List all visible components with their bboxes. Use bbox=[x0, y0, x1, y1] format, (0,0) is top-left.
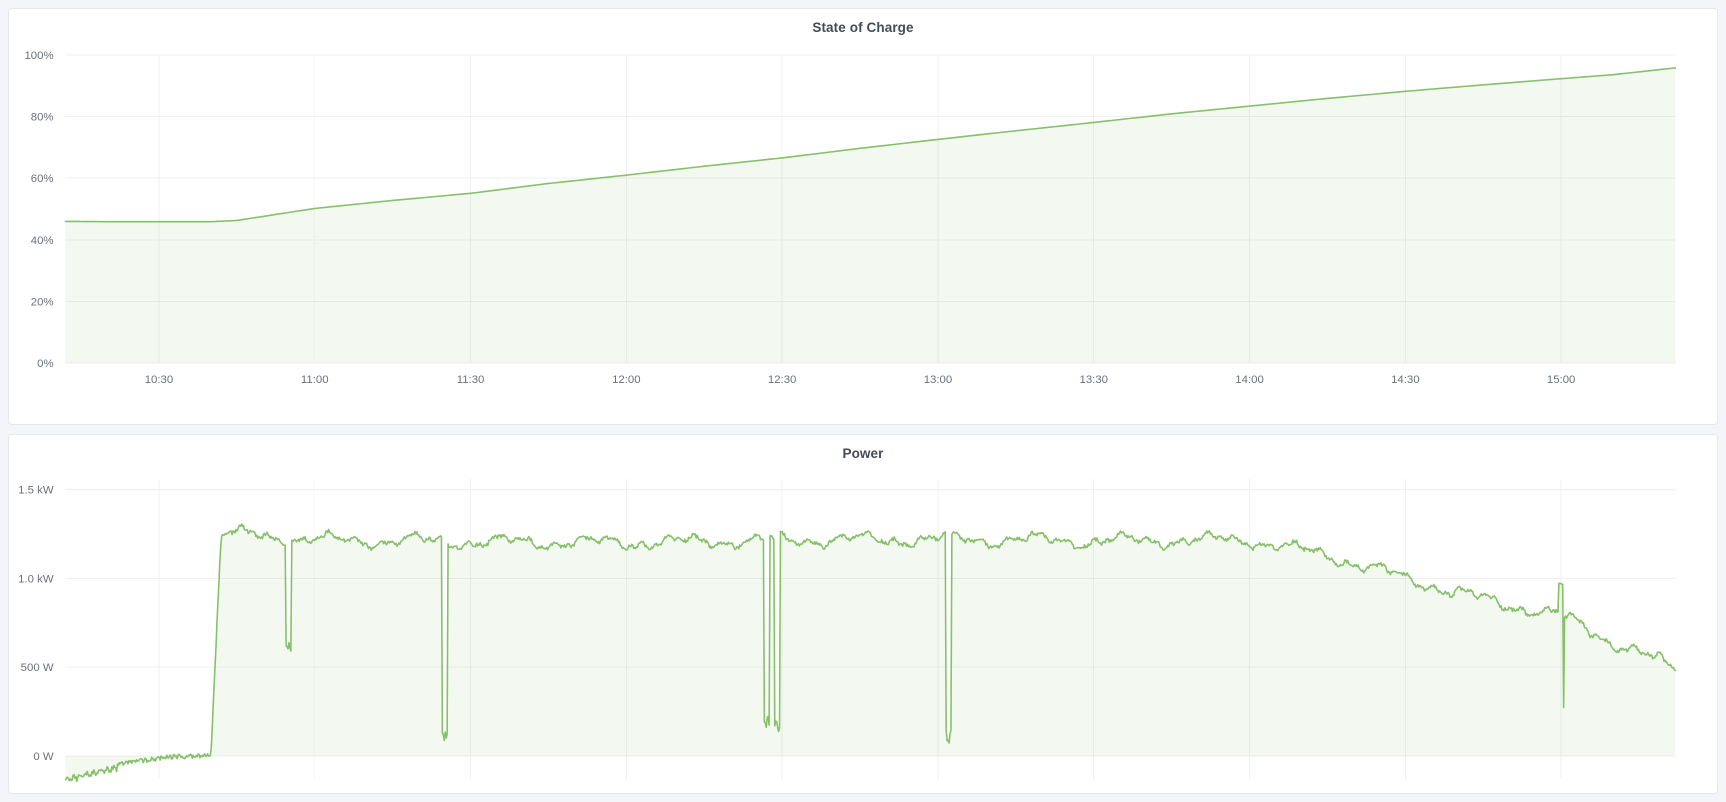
x-axis-tick-label: 12:00 bbox=[612, 374, 640, 386]
x-axis-tick-label: 15:00 bbox=[1547, 374, 1575, 386]
series-area-fill bbox=[65, 67, 1676, 364]
plot-area-power[interactable]: 0 W 500 W 1.0 kW 1.5 kW bbox=[9, 465, 1717, 793]
y-axis-tick-label: 20% bbox=[31, 296, 54, 308]
x-axis-tick-label: 13:30 bbox=[1079, 374, 1107, 386]
y-axis-tick-label: 1.5 kW bbox=[18, 485, 54, 497]
x-axis-tick-label: 13:00 bbox=[924, 374, 952, 386]
panel-power[interactable]: Power 0 W 500 W 1.0 kW 1.5 kW bbox=[8, 434, 1718, 794]
x-axis-tick-label: 11:30 bbox=[457, 374, 485, 386]
y-axis-tick-label: 80% bbox=[31, 112, 54, 124]
x-axis-tick-label: 14:00 bbox=[1235, 374, 1263, 386]
y-axis-tick-label: 40% bbox=[31, 235, 54, 247]
y-axis-tick-label: 100% bbox=[24, 50, 53, 62]
panel-state-of-charge[interactable]: State of Charge 0% 20% 40% 60% 80% 100% 10:30 1… bbox=[8, 8, 1718, 425]
y-axis-tick-label: 60% bbox=[31, 173, 54, 185]
y-axis-tick-label: 1.0 kW bbox=[18, 573, 54, 585]
panel-title-power: Power bbox=[842, 446, 884, 461]
y-axis-tick-label: 500 W bbox=[21, 662, 54, 674]
series-line[interactable] bbox=[64, 67, 1677, 223]
x-axis-tick-label: 11:00 bbox=[301, 374, 329, 386]
x-axis-tick-label: 12:30 bbox=[768, 374, 796, 386]
series-area-fill bbox=[65, 524, 1676, 782]
plot-area-state-of-charge[interactable]: 0% 20% 40% 60% 80% 100% 10:30 11:00 11:30 12:00 12… bbox=[9, 39, 1717, 424]
chart-power[interactable]: 0 W 500 W 1.0 kW 1.5 kW bbox=[9, 465, 1717, 793]
series-line[interactable] bbox=[64, 523, 1677, 783]
x-axis-tick-label: 10:30 bbox=[145, 374, 173, 386]
panel-title-state-of-charge: State of Charge bbox=[812, 20, 914, 35]
chart-state-of-charge[interactable]: 0% 20% 40% 60% 80% 100% 10:30 11:00 11:30 12:00 12… bbox=[9, 39, 1717, 424]
x-axis-tick-label: 14:30 bbox=[1391, 374, 1419, 386]
y-axis-tick-label: 0% bbox=[37, 358, 53, 370]
y-axis-tick-label: 0 W bbox=[33, 751, 53, 763]
